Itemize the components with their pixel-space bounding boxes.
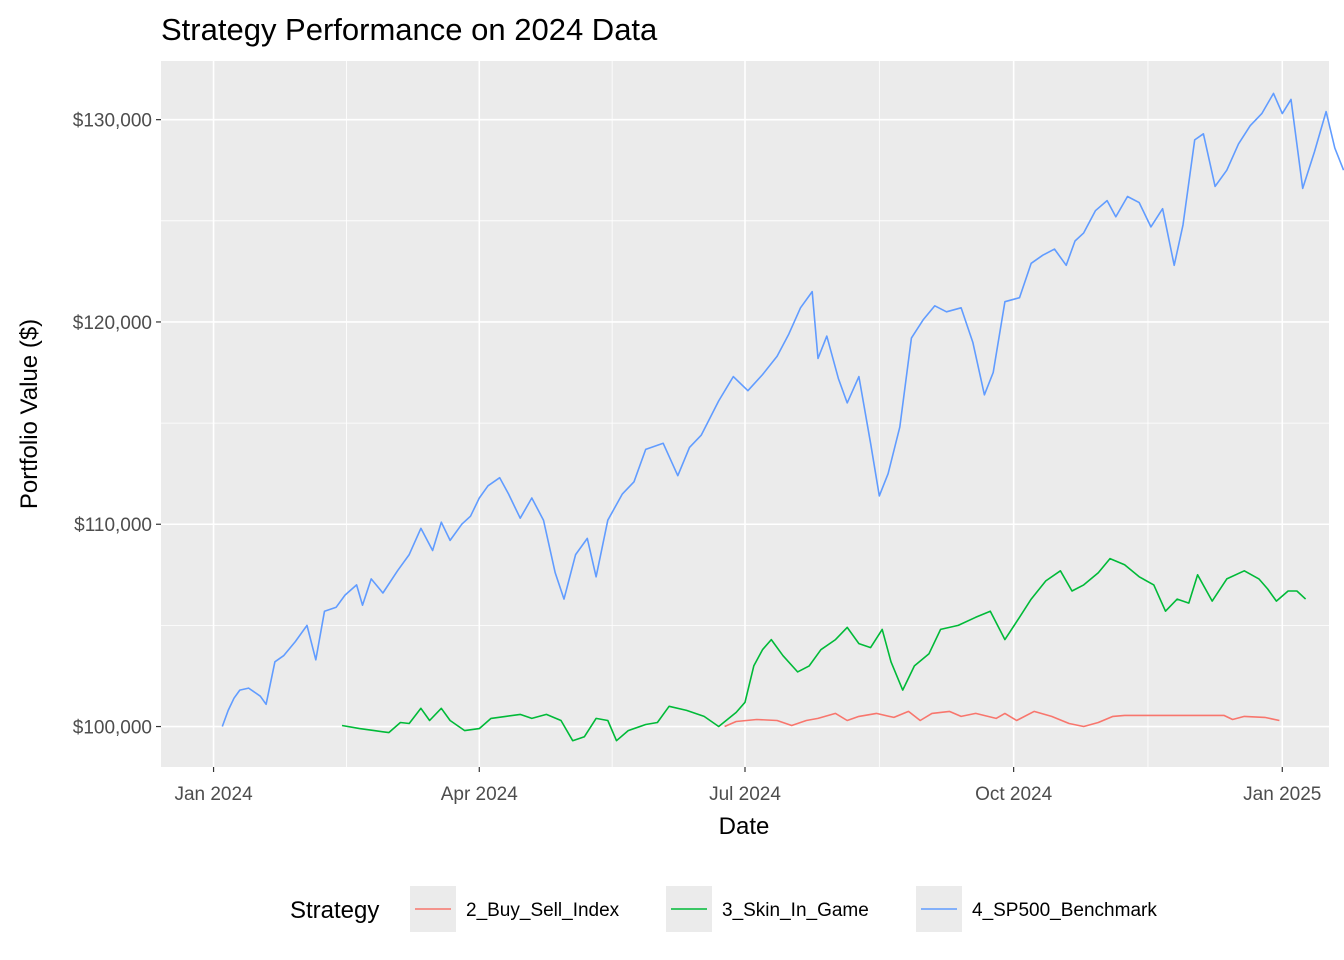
x-tick-label: Jul 2024	[709, 784, 781, 805]
x-tick-label: Oct 2024	[975, 784, 1053, 805]
legend-title: Strategy	[290, 897, 379, 924]
legend-label: 4_SP500_Benchmark	[972, 900, 1157, 921]
x-axis-title: Date	[719, 813, 770, 840]
legend-label: 3_Skin_In_Game	[722, 900, 869, 921]
x-tick-label: Apr 2024	[441, 784, 519, 805]
y-tick-label: $100,000	[73, 718, 152, 739]
legend: Strategy 2_Buy_Sell_Index 3_Skin_In_Game 4…	[290, 886, 1157, 932]
y-axis-title: Portfolio Value ($)	[16, 319, 43, 509]
series-lines	[221, 92, 1344, 742]
series-line-3_Skin_In_Game	[341, 557, 1307, 742]
y-axis: $100,000 $110,000 $120,000 $130,000	[73, 111, 161, 739]
x-tick-label: Jan 2025	[1243, 784, 1321, 805]
x-tick-label: Jan 2024	[174, 784, 253, 805]
y-tick-label: $110,000	[74, 515, 152, 536]
series-line-2_Buy_Sell_Index	[724, 710, 1280, 728]
legend-label: 2_Buy_Sell_Index	[466, 900, 620, 921]
x-axis: Jan 2024 Apr 2024 Jul 2024 Oct 2024 Jan 2025	[174, 767, 1321, 805]
gridlines	[161, 61, 1329, 767]
chart-title: Strategy Performance on 2024 Data	[161, 12, 658, 47]
y-tick-label: $120,000	[73, 313, 152, 334]
series-line-4_SP500_Benchmark	[221, 92, 1344, 727]
y-tick-label: $130,000	[73, 111, 152, 132]
